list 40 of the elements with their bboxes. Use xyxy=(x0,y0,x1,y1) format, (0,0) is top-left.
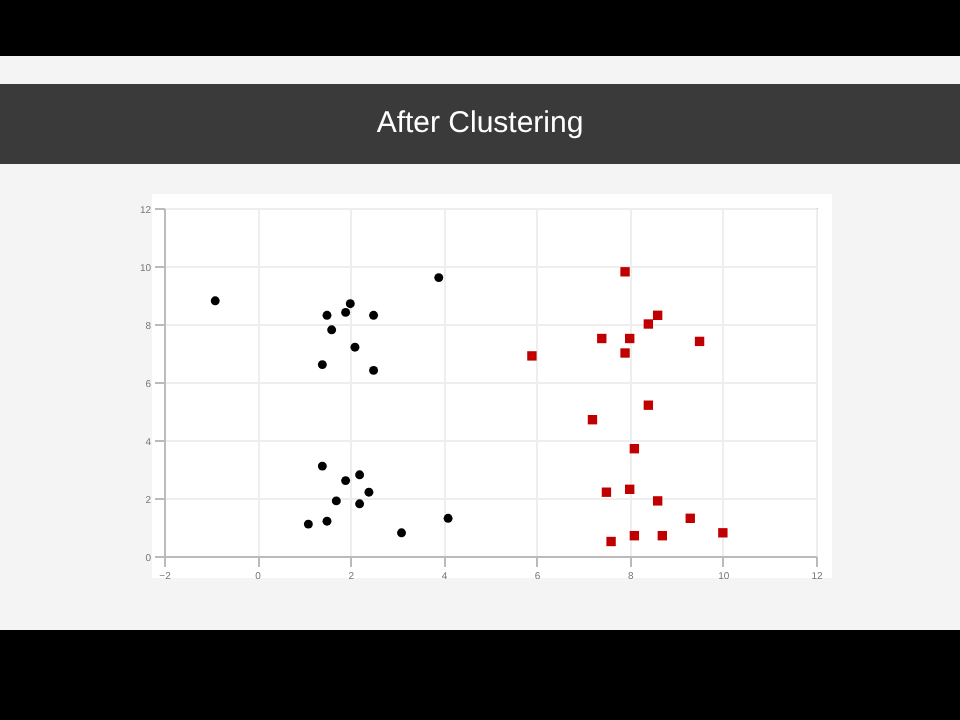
point xyxy=(355,499,365,509)
point xyxy=(322,516,332,526)
point xyxy=(364,487,374,497)
point xyxy=(434,273,444,283)
point xyxy=(657,531,667,541)
point xyxy=(606,536,616,547)
point xyxy=(369,365,379,375)
point xyxy=(345,299,355,309)
point xyxy=(317,360,327,370)
point xyxy=(625,484,635,494)
point xyxy=(620,267,630,277)
point xyxy=(350,342,360,352)
point xyxy=(652,310,663,320)
point xyxy=(355,470,365,480)
point xyxy=(643,319,654,329)
point xyxy=(327,325,337,335)
point xyxy=(331,496,341,506)
point xyxy=(303,519,313,529)
point xyxy=(643,400,654,410)
point xyxy=(620,348,630,358)
point xyxy=(527,351,537,361)
point xyxy=(317,461,327,471)
point xyxy=(685,513,695,523)
point xyxy=(625,333,635,344)
point xyxy=(369,310,379,320)
point xyxy=(210,296,220,306)
point xyxy=(694,336,705,347)
chart-title: After Clustering xyxy=(0,84,960,164)
point xyxy=(629,531,640,541)
point xyxy=(629,444,640,454)
point xyxy=(341,307,351,317)
point xyxy=(597,333,607,344)
point xyxy=(341,476,351,486)
point xyxy=(601,487,612,497)
point xyxy=(443,513,453,523)
point xyxy=(652,496,663,506)
point xyxy=(397,528,406,538)
point xyxy=(718,528,728,538)
point xyxy=(587,415,598,425)
point xyxy=(322,310,332,320)
